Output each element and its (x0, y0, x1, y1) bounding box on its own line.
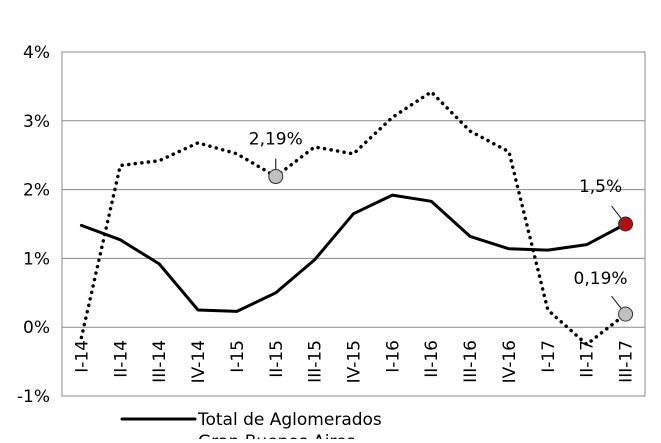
x-tick-label: I-14 (72, 340, 92, 373)
x-tick-label: III-14 (150, 340, 170, 383)
x-tick-label: III-17 (617, 340, 637, 383)
x-tick-label: III-15 (306, 340, 326, 383)
x-tick-label: IV-14 (189, 340, 209, 383)
plot-border (61, 51, 646, 397)
y-tick-label: 1% (23, 249, 50, 269)
series-line (79, 193, 628, 313)
x-tick-label: II-17 (578, 340, 598, 378)
highlight-marker (618, 216, 634, 232)
x-tick-label: III-16 (461, 340, 481, 383)
y-tick-label: -1% (17, 387, 50, 407)
data-label: 0,19% (574, 269, 628, 289)
x-tick-label: IV-15 (345, 340, 365, 383)
x-tick-label: I-17 (539, 340, 559, 373)
data-label: 2,19% (249, 130, 303, 150)
y-tick-label: 2% (23, 181, 50, 201)
x-tick-label: II-14 (111, 340, 131, 378)
x-tick-label: IV-16 (500, 340, 520, 383)
y-tick-label: 0% (23, 318, 50, 338)
y-tick-label: 4% (23, 43, 50, 63)
data-label: 1,5% (579, 177, 622, 197)
x-tick-label: I-15 (228, 340, 248, 373)
y-tick-label: 3% (23, 112, 50, 132)
x-tick-label: II-15 (267, 340, 287, 378)
highlight-marker (268, 169, 284, 185)
legend-label: Gran Buenos Aires (198, 432, 356, 439)
highlight-marker (618, 306, 634, 322)
series-line (79, 90, 628, 347)
x-tick-label: II-16 (422, 340, 442, 378)
legend-label: Total de Aglomerados (197, 410, 382, 430)
x-tick-label: I-16 (383, 340, 403, 373)
